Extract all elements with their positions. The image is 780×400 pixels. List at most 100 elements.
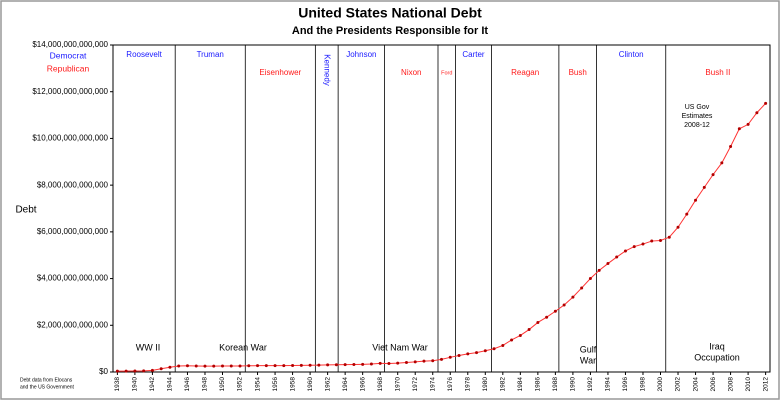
- annotation: WW II: [136, 342, 161, 352]
- x-tick-label: 1976: [447, 377, 454, 392]
- debt-point: [545, 315, 549, 319]
- annotation: Gulf: [580, 344, 597, 354]
- x-tick-label: 1938: [114, 377, 121, 392]
- x-tick-label: 1940: [132, 377, 139, 392]
- x-tick-label: 1982: [500, 377, 507, 392]
- debt-point: [124, 369, 128, 373]
- debt-point: [317, 363, 321, 367]
- annotation: Viet Nam War: [372, 342, 428, 352]
- x-tick-label: 1946: [184, 377, 191, 392]
- y-axis-title: Debt: [15, 205, 36, 216]
- debt-point: [343, 363, 347, 367]
- x-tick-label: 1984: [517, 377, 524, 392]
- x-tick-label: 2008: [727, 377, 734, 392]
- debt-point: [641, 242, 645, 246]
- y-tick-label: $2,000,000,000,000: [37, 320, 109, 329]
- debt-point: [746, 122, 750, 126]
- annotation: Iraq: [709, 341, 725, 351]
- x-tick-label: 1966: [359, 377, 366, 392]
- debt-point: [177, 364, 181, 368]
- debt-point: [115, 369, 119, 373]
- debt-point: [667, 235, 671, 239]
- debt-point: [264, 364, 268, 368]
- x-tick-label: 1974: [429, 377, 436, 392]
- debt-point: [387, 361, 391, 365]
- x-tick-label: 1990: [570, 377, 577, 392]
- annotation: War: [580, 355, 596, 365]
- x-tick-label: 1962: [324, 377, 331, 392]
- debt-point: [212, 364, 216, 368]
- president-name: Nixon: [401, 68, 421, 77]
- x-tick-label: 1992: [587, 377, 594, 392]
- debt-point: [580, 286, 584, 290]
- legend-entry: Democrat: [50, 50, 87, 60]
- debt-point: [273, 364, 277, 368]
- debt-point: [326, 363, 330, 367]
- president-name: Kennedy: [323, 54, 332, 86]
- x-tick-label: 2004: [692, 377, 699, 392]
- debt-point: [238, 364, 242, 368]
- debt-point: [483, 349, 487, 353]
- debt-point: [475, 351, 479, 355]
- debt-point: [440, 357, 443, 361]
- debt-point: [755, 111, 759, 115]
- debt-point: [562, 303, 566, 307]
- debt-point: [168, 365, 172, 369]
- source-note: and the US Government: [20, 384, 75, 390]
- x-tick-label: 1954: [254, 377, 261, 392]
- y-tick-label: $12,000,000,000,000: [32, 87, 108, 96]
- x-tick-label: 2002: [675, 377, 682, 392]
- debt-point: [597, 268, 601, 272]
- y-tick-label: $6,000,000,000,000: [37, 227, 109, 236]
- president-name: Carter: [462, 50, 485, 59]
- debt-point: [720, 161, 724, 165]
- x-tick-label: 1996: [622, 377, 629, 392]
- debt-point: [150, 368, 154, 372]
- debt-point: [431, 359, 435, 363]
- president-name: Bush: [569, 68, 587, 77]
- debt-point: [764, 101, 768, 105]
- debt-point: [142, 369, 146, 373]
- president-name: Reagan: [511, 68, 539, 77]
- president-name: Bush II: [705, 68, 730, 77]
- y-tick-label: $8,000,000,000,000: [37, 180, 109, 189]
- debt-point: [229, 364, 233, 368]
- debt-point: [256, 364, 260, 368]
- annotation: Estimates: [682, 113, 713, 120]
- debt-point: [299, 363, 303, 367]
- debt-point: [623, 249, 627, 253]
- debt-point: [606, 262, 610, 266]
- debt-point: [308, 363, 312, 367]
- x-tick-label: 1948: [202, 377, 209, 392]
- annotation: Korean War: [219, 342, 267, 352]
- debt-point: [457, 354, 461, 358]
- president-name: Roosevelt: [126, 50, 162, 59]
- x-tick-label: 1964: [342, 377, 349, 392]
- x-tick-label: 1988: [552, 377, 559, 392]
- x-tick-label: 1994: [605, 377, 612, 392]
- x-tick-label: 1968: [377, 377, 384, 392]
- debt-point: [466, 352, 470, 356]
- x-tick-label: 1986: [535, 377, 542, 392]
- x-tick-label: 1978: [464, 377, 471, 392]
- debt-point: [203, 364, 207, 368]
- plot-area: [112, 44, 771, 373]
- debt-point: [711, 173, 715, 177]
- annotation: US Gov: [685, 104, 710, 111]
- y-tick-label: $10,000,000,000,000: [32, 134, 108, 143]
- debt-point: [650, 239, 654, 243]
- president-name: Clinton: [619, 50, 644, 59]
- debt-point: [737, 127, 741, 131]
- x-tick-label: 1958: [289, 377, 296, 392]
- debt-point: [527, 328, 531, 332]
- president-name: Johnson: [346, 50, 376, 59]
- debt-point: [361, 362, 365, 366]
- debt-point: [221, 364, 224, 368]
- president-name: Truman: [197, 50, 224, 59]
- debt-point: [518, 333, 522, 337]
- debt-point: [194, 364, 198, 368]
- chart-title: United States National Debt: [298, 5, 482, 21]
- x-tick-label: 2012: [762, 377, 769, 392]
- debt-point: [413, 360, 417, 364]
